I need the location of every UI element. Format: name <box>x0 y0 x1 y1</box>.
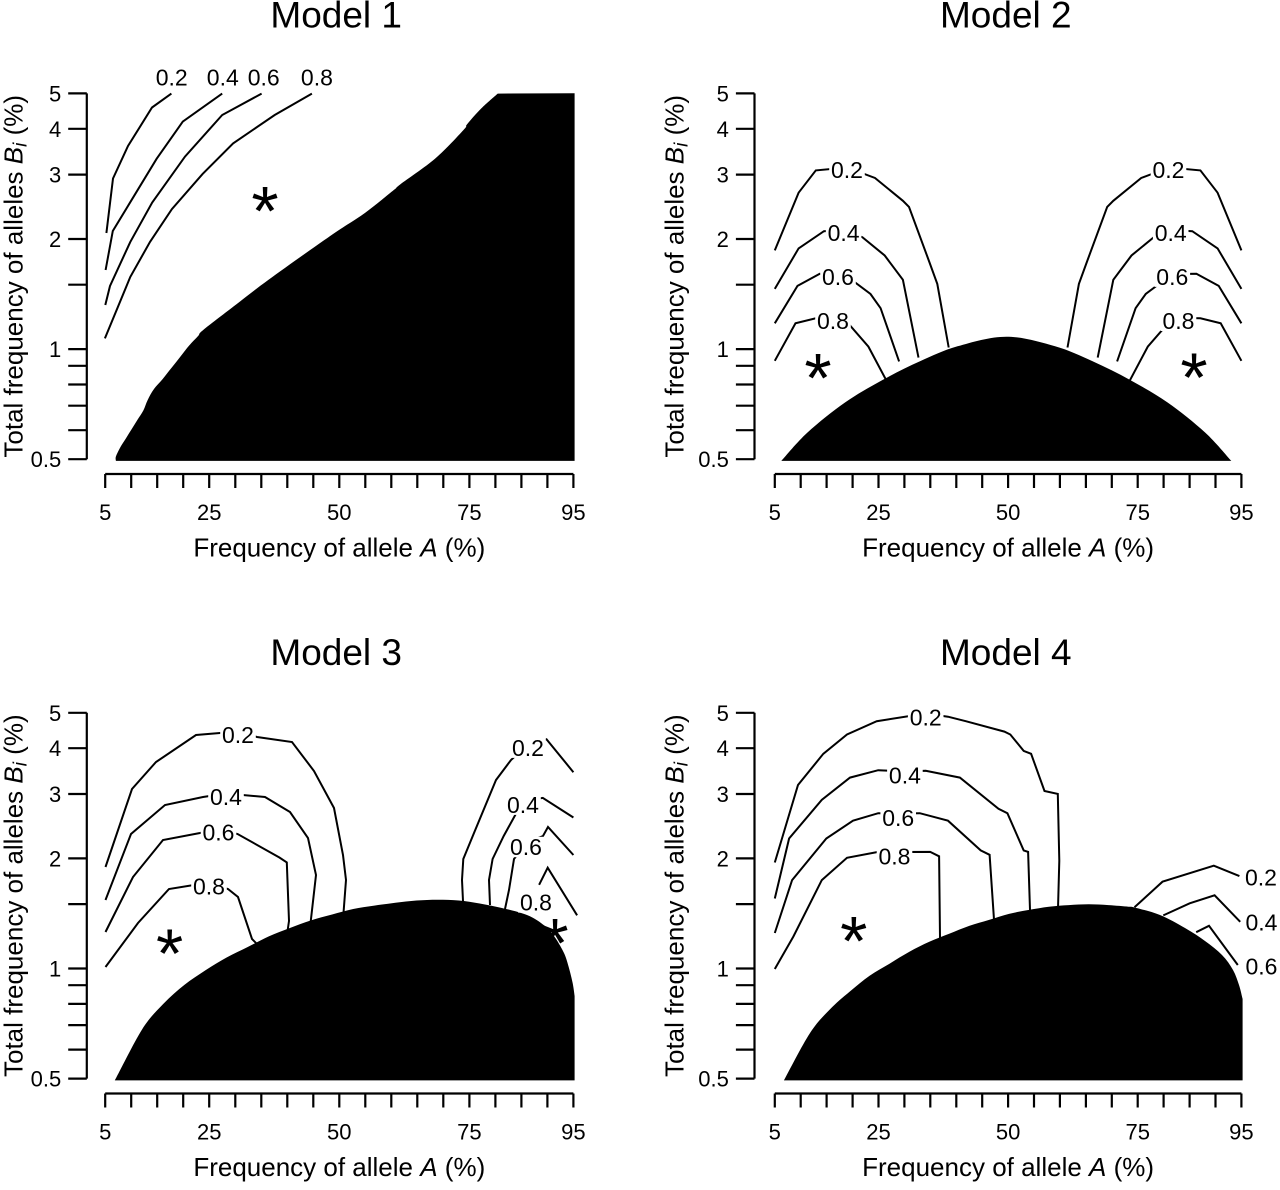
svg-text:2: 2 <box>717 227 729 252</box>
svg-text:50: 50 <box>327 1120 351 1145</box>
svg-text:2: 2 <box>49 846 61 871</box>
svg-text:Frequency of allele A (%): Frequency of allele A (%) <box>862 1152 1154 1182</box>
svg-text:0.8: 0.8 <box>301 65 333 91</box>
svg-text:Model 2: Model 2 <box>940 0 1072 36</box>
svg-text:1: 1 <box>717 337 729 362</box>
svg-text:5: 5 <box>99 500 111 525</box>
svg-text:0.5: 0.5 <box>31 1067 62 1092</box>
svg-text:Total frequency of alleles Bi: Total frequency of alleles Bi (%) <box>0 95 31 458</box>
svg-text:95: 95 <box>1229 1120 1253 1145</box>
svg-text:0.4: 0.4 <box>1155 220 1187 246</box>
svg-text:*: * <box>156 915 183 993</box>
svg-text:Frequency of allele A (%): Frequency of allele A (%) <box>862 533 1154 563</box>
svg-text:0.6: 0.6 <box>882 805 914 831</box>
svg-text:75: 75 <box>457 500 481 525</box>
svg-text:0.6: 0.6 <box>1156 264 1188 290</box>
svg-text:2: 2 <box>49 227 61 252</box>
svg-text:0.4: 0.4 <box>889 763 921 789</box>
svg-text:2: 2 <box>717 846 729 871</box>
svg-text:3: 3 <box>49 163 61 188</box>
svg-text:0.5: 0.5 <box>698 1067 729 1092</box>
svg-text:0.5: 0.5 <box>31 447 62 472</box>
svg-text:Model 1: Model 1 <box>270 0 402 36</box>
svg-text:0.8: 0.8 <box>520 890 552 916</box>
svg-text:4: 4 <box>49 117 61 142</box>
svg-text:5: 5 <box>99 1120 111 1145</box>
svg-text:4: 4 <box>49 736 61 761</box>
svg-text:Frequency of allele A (%): Frequency of allele A (%) <box>193 533 485 563</box>
svg-text:0.4: 0.4 <box>828 220 860 246</box>
svg-text:5: 5 <box>717 701 729 726</box>
svg-text:0.8: 0.8 <box>879 844 911 870</box>
svg-text:0.2: 0.2 <box>831 157 863 183</box>
svg-text:4: 4 <box>717 117 729 142</box>
svg-text:95: 95 <box>561 1120 585 1145</box>
svg-text:25: 25 <box>197 500 221 525</box>
svg-text:50: 50 <box>327 500 351 525</box>
svg-text:1: 1 <box>49 957 61 982</box>
svg-text:0.2: 0.2 <box>1153 157 1185 183</box>
svg-text:25: 25 <box>866 1120 890 1145</box>
svg-text:75: 75 <box>1125 1120 1149 1145</box>
svg-text:0.6: 0.6 <box>510 834 542 860</box>
svg-text:50: 50 <box>996 1120 1020 1145</box>
svg-text:25: 25 <box>866 500 890 525</box>
svg-text:0.8: 0.8 <box>193 874 225 900</box>
svg-text:*: * <box>251 172 278 250</box>
svg-text:0.2: 0.2 <box>910 705 942 731</box>
svg-text:3: 3 <box>49 782 61 807</box>
svg-text:*: * <box>541 904 568 982</box>
svg-text:25: 25 <box>197 1120 221 1145</box>
svg-text:4: 4 <box>717 736 729 761</box>
svg-text:3: 3 <box>717 163 729 188</box>
svg-text:5: 5 <box>717 81 729 106</box>
svg-text:95: 95 <box>561 500 585 525</box>
svg-text:95: 95 <box>1229 500 1253 525</box>
svg-text:1: 1 <box>717 957 729 982</box>
svg-text:0.2: 0.2 <box>222 722 254 748</box>
svg-text:1: 1 <box>49 337 61 362</box>
svg-text:0.2: 0.2 <box>156 65 188 91</box>
svg-text:Frequency of allele A (%): Frequency of allele A (%) <box>193 1152 485 1182</box>
svg-text:0.2: 0.2 <box>512 735 544 761</box>
svg-text:Total frequency of alleles Bi: Total frequency of alleles Bi (%) <box>660 95 693 458</box>
svg-text:0.4: 0.4 <box>210 784 242 810</box>
svg-text:5: 5 <box>769 500 781 525</box>
svg-text:5: 5 <box>49 701 61 726</box>
svg-text:0.6: 0.6 <box>203 820 235 846</box>
svg-text:3: 3 <box>717 782 729 807</box>
svg-text:50: 50 <box>996 500 1020 525</box>
svg-text:Total frequency of alleles Bi: Total frequency of alleles Bi (%) <box>660 714 693 1077</box>
svg-text:0.6: 0.6 <box>1246 954 1278 980</box>
svg-text:75: 75 <box>1125 500 1149 525</box>
svg-text:0.5: 0.5 <box>698 447 729 472</box>
svg-text:*: * <box>840 902 867 980</box>
svg-text:Model 3: Model 3 <box>270 632 402 673</box>
svg-text:5: 5 <box>769 1120 781 1145</box>
svg-text:0.6: 0.6 <box>248 65 280 91</box>
svg-text:0.4: 0.4 <box>1246 910 1278 936</box>
svg-text:0.8: 0.8 <box>1163 308 1195 334</box>
svg-text:75: 75 <box>457 1120 481 1145</box>
svg-text:5: 5 <box>49 81 61 106</box>
svg-text:0.6: 0.6 <box>822 264 854 290</box>
svg-text:*: * <box>804 339 831 417</box>
svg-text:0.4: 0.4 <box>507 792 539 818</box>
svg-text:0.2: 0.2 <box>1245 865 1277 891</box>
svg-text:Model 4: Model 4 <box>940 632 1072 673</box>
svg-text:0.4: 0.4 <box>207 65 239 91</box>
svg-text:*: * <box>1180 338 1207 416</box>
svg-text:0.8: 0.8 <box>817 308 849 334</box>
svg-text:Total frequency of alleles Bi: Total frequency of alleles Bi (%) <box>0 714 31 1077</box>
